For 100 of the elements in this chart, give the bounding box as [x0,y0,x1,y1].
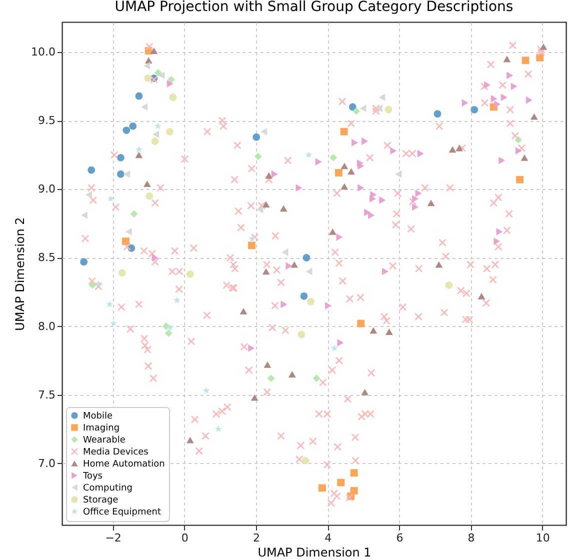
point [248,242,256,250]
x-tick-label: 10 [536,532,550,544]
point [167,76,175,84]
point [135,146,142,152]
point [265,172,273,179]
point [169,94,177,102]
point [280,300,288,308]
y-tick-label: 8.0 [38,320,56,333]
point [298,330,306,338]
point [500,94,508,102]
x-tick-label: 2 [253,532,260,544]
point [124,170,130,178]
point [412,195,419,203]
legend-label: Home Automation [83,460,165,470]
point [395,170,402,178]
point [340,183,348,190]
point [348,168,355,175]
point [141,103,148,111]
x-tick-label: 6 [396,532,404,544]
point [427,200,435,206]
legend-label: Office Equipment [83,508,162,518]
point [340,128,348,136]
point [122,238,130,245]
point [280,205,288,212]
point [520,154,528,161]
point [412,203,419,211]
point [361,388,369,396]
point [306,268,312,276]
point [350,469,358,477]
point [150,48,158,54]
y-tick-label: 7.5 [38,388,56,402]
point [154,122,162,130]
y-tick-label: 7.0 [38,456,56,470]
point [143,180,151,187]
legend-label: Computing [83,484,132,494]
chart-title: UMAP Projection with Small Group Category Descriptions [114,0,514,15]
point [352,138,358,146]
point [262,201,270,208]
point [300,292,308,300]
point [378,94,386,102]
point [510,82,518,90]
point [302,254,310,262]
point [271,170,278,178]
point [144,74,152,82]
point [80,258,88,266]
point [385,328,393,335]
point [536,54,544,62]
point [494,238,500,245]
point [307,298,314,306]
point [362,138,368,145]
point [506,72,514,80]
point [445,281,453,289]
point [248,344,255,352]
point [417,150,424,158]
point [202,386,210,394]
point [318,484,326,492]
legend-label: Storage [83,496,119,506]
point [288,371,296,378]
point [173,296,180,304]
point [144,62,150,70]
point [152,254,158,262]
point [503,56,511,62]
point [186,436,194,444]
point [522,56,530,64]
point [129,122,137,130]
point [94,280,102,287]
point [348,103,356,111]
point [125,228,132,236]
point [256,206,264,214]
point [107,195,114,202]
x-tick-label: 8 [468,532,475,544]
point [144,57,152,64]
point [282,248,288,256]
point [328,228,336,235]
legend-label: Mobile [83,412,113,422]
point [118,269,126,277]
point [357,320,365,328]
point [352,107,360,115]
point [130,210,138,218]
point [530,113,538,120]
point [370,327,378,334]
point [415,190,422,198]
point [376,104,382,112]
point [312,374,320,382]
legend-label: Media Devices [83,448,149,458]
point [152,130,159,138]
legend-label: Toys [82,472,103,482]
point [296,184,302,192]
point [264,361,272,368]
point [267,374,275,382]
point [80,212,88,219]
legend-label: Wearable [83,436,126,446]
point [390,147,397,155]
x-tick-label: −2 [105,532,122,544]
point [484,81,490,89]
point [526,96,532,104]
point [516,176,524,184]
point [448,146,456,153]
point [86,190,92,198]
point [334,169,342,176]
